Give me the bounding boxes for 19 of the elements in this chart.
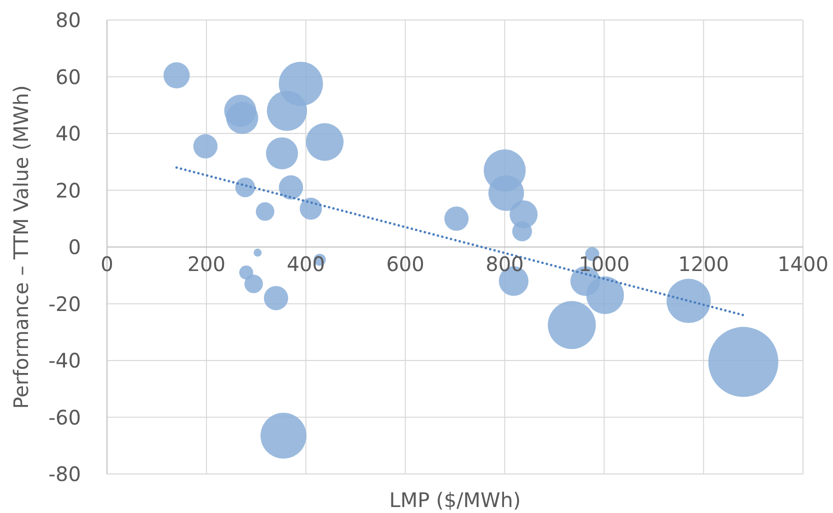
x-axis-title: LMP ($/MWh): [389, 488, 521, 512]
y-tick-label: 80: [56, 8, 81, 32]
y-tick-label: -60: [48, 405, 81, 430]
y-tick-label: 60: [56, 64, 81, 89]
x-tick-label: 400: [286, 252, 325, 276]
y-tick-label: -20: [48, 292, 81, 316]
x-tick-label: 1000: [578, 252, 630, 276]
x-tick-label: 1400: [778, 252, 828, 276]
y-tick-label: 20: [56, 178, 81, 202]
x-tick-label: 1200: [678, 252, 730, 276]
x-tick-label: 200: [187, 252, 226, 276]
x-tick-label: 600: [386, 252, 424, 276]
y-tick-label: -80: [48, 462, 81, 486]
y-axis-title: Performance – TTM Value (MWh): [9, 85, 33, 409]
x-tick-label: 0: [100, 252, 114, 276]
y-tick-label: -40: [48, 348, 81, 372]
x-tick-label: 800: [486, 252, 524, 276]
y-tick-label: 0: [68, 235, 81, 259]
y-tick-label: 40: [56, 122, 81, 146]
